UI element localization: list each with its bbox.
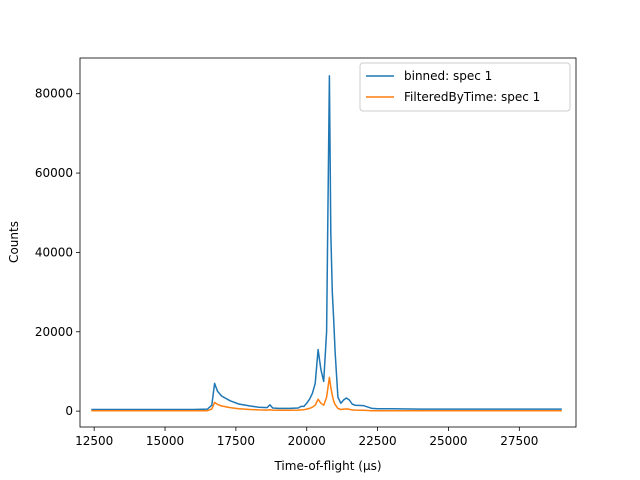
legend-entry: binned: spec 1: [404, 69, 492, 83]
x-axis-label: Time-of-flight (μs): [273, 459, 381, 473]
y-tick-label: 40000: [35, 245, 73, 259]
y-axis-label: Counts: [7, 221, 21, 263]
x-tick-label: 27500: [500, 434, 538, 448]
x-tick-label: 15000: [146, 434, 184, 448]
x-tick-label: 12500: [75, 434, 113, 448]
legend-box: [359, 62, 571, 112]
legend: binned: spec 1 FilteredByTime: spec 1: [359, 62, 571, 112]
series-line-2: [91, 376, 562, 412]
y-tick-label: 0: [65, 404, 73, 418]
x-tick-label: 22500: [359, 434, 397, 448]
y-tick-label: 80000: [35, 87, 73, 101]
x-tick-label: 20000: [288, 434, 326, 448]
x-tick-label: 17500: [217, 434, 255, 448]
plot-frame: [79, 57, 577, 428]
x-tick-label: 25000: [429, 434, 467, 448]
plot-area: [91, 75, 562, 412]
y-tick-label: 60000: [35, 166, 73, 180]
x-axis: 12500 15000 17500 20000 22500 25000 27500: [75, 427, 538, 448]
y-tick-label: 20000: [35, 325, 73, 339]
legend-entry: FilteredByTime: spec 1: [404, 90, 540, 104]
series-line-1: [91, 75, 562, 411]
y-axis: 0 20000 40000 60000 80000: [35, 87, 80, 418]
